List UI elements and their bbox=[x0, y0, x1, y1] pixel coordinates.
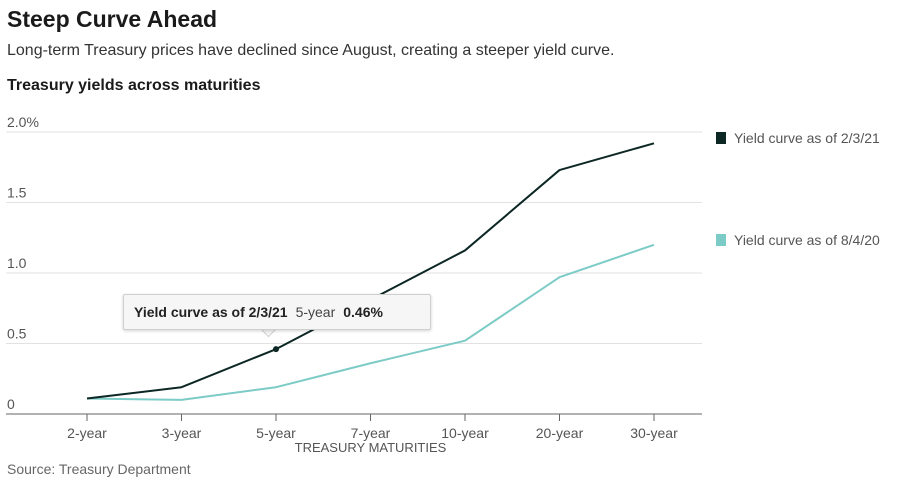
x-tick-label: 3-year bbox=[162, 425, 202, 441]
x-tick-label: 30-year bbox=[630, 425, 678, 441]
legend-label: Yield curve as of 2/3/21 bbox=[734, 130, 880, 146]
y-tick-label: 0.5 bbox=[7, 326, 27, 342]
x-tick-label: 5-year bbox=[256, 425, 296, 441]
legend: Yield curve as of 2/3/21 Yield curve as o… bbox=[716, 130, 880, 248]
page-subtitle: Long-term Treasury prices have declined … bbox=[7, 42, 615, 59]
x-axis-title: TREASURY MATURITIES bbox=[295, 440, 447, 455]
x-tick-label: 7-year bbox=[351, 425, 391, 441]
tooltip-value: 0.46% bbox=[343, 304, 383, 320]
series-lines bbox=[86, 142, 655, 401]
series-line-0[interactable] bbox=[86, 142, 655, 400]
tooltip-category: 5-year bbox=[295, 304, 336, 320]
chart-heading: Treasury yields across maturities bbox=[7, 77, 261, 94]
y-tick-label: 2.0% bbox=[7, 114, 39, 130]
legend-swatch bbox=[716, 234, 726, 246]
x-axis: 2-year 3-year 5-year 7-year 10-year 20-year 30… bbox=[67, 414, 678, 441]
y-axis-ticks: 0 0.5 1.0 1.5 2.0% bbox=[7, 114, 39, 412]
y-tick-label: 0 bbox=[7, 396, 15, 412]
x-tick-label: 2-year bbox=[67, 425, 107, 441]
x-tick-label: 20-year bbox=[536, 425, 584, 441]
x-tick-label: 10-year bbox=[441, 425, 489, 441]
series-line-1[interactable] bbox=[86, 243, 655, 401]
tooltip-series: Yield curve as of 2/3/21 bbox=[134, 304, 288, 320]
y-tick-label: 1.5 bbox=[7, 185, 27, 201]
highlight-points bbox=[273, 346, 279, 353]
legend-label: Yield curve as of 8/4/20 bbox=[734, 232, 880, 248]
page-title: Steep Curve Ahead bbox=[7, 6, 218, 32]
y-tick-label: 1.0 bbox=[7, 255, 27, 271]
gridlines bbox=[6, 131, 702, 415]
source-note: Source: Treasury Department bbox=[7, 461, 191, 477]
chart-tooltip: Yield curve as of 2/3/21 5-year 0.46% bbox=[123, 294, 431, 330]
highlight-point[interactable] bbox=[273, 346, 279, 353]
legend-swatch bbox=[716, 132, 726, 144]
